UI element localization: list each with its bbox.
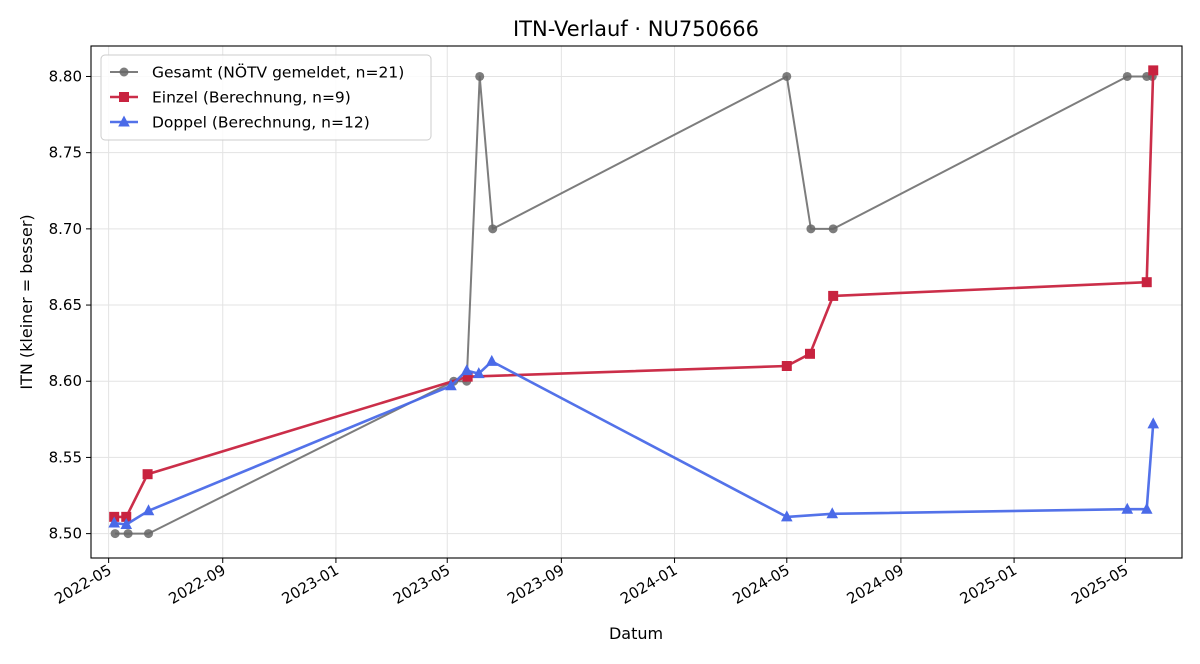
x-tick-label: 2024-05 bbox=[730, 561, 793, 608]
plot-frame bbox=[90, 45, 1183, 559]
data-point bbox=[121, 511, 132, 522]
x-tick-label: 2024-01 bbox=[617, 561, 680, 608]
data-point bbox=[828, 290, 839, 301]
x-tick-label: 2024-09 bbox=[844, 561, 907, 608]
x-axis: 2022-05 2022-09 2023-01 2023-05 2023-09 2024-… bbox=[51, 558, 1131, 608]
data-point bbox=[782, 71, 792, 81]
data-point bbox=[781, 361, 792, 371]
legend-item: Gesamt (NÖTV gemeldet, n=21) bbox=[110, 63, 404, 82]
legend-marker bbox=[118, 115, 130, 127]
y-axis: 8.50 8.55 8.60 8.65 8.70 8.75 8.80 bbox=[49, 67, 91, 543]
data-point bbox=[828, 224, 838, 234]
legend: Gesamt (NÖTV gemeldet, n=21) Einzel (Bere… bbox=[100, 54, 432, 141]
data-point bbox=[826, 507, 839, 519]
data-point bbox=[1147, 417, 1160, 429]
x-tick-label: 2025-01 bbox=[957, 561, 1020, 608]
y-tick-label: 8.50 bbox=[49, 525, 82, 543]
legend-label: Einzel (Berechnung, n=9) bbox=[152, 89, 351, 107]
data-point bbox=[120, 517, 133, 529]
data-point bbox=[460, 364, 473, 376]
data-point bbox=[780, 510, 793, 522]
data-point bbox=[462, 371, 473, 382]
x-tick-label: 2022-09 bbox=[165, 561, 228, 608]
data-point bbox=[1140, 502, 1153, 514]
legend-item: Einzel (Berechnung, n=9) bbox=[110, 89, 351, 107]
x-tick-label: 2022-05 bbox=[51, 561, 114, 608]
data-point bbox=[445, 379, 457, 391]
data-point bbox=[472, 367, 485, 379]
data-point bbox=[1121, 502, 1134, 514]
chart-title: ITN-Verlauf · NU750666 bbox=[513, 17, 759, 41]
y-tick-label: 8.65 bbox=[49, 296, 82, 314]
legend-item: Doppel (Berechnung, n=12) bbox=[110, 114, 370, 132]
grid bbox=[91, 46, 1182, 558]
data-point bbox=[804, 348, 815, 359]
x-axis-label: Datum bbox=[609, 624, 663, 643]
x-tick-label: 2025-05 bbox=[1068, 561, 1131, 608]
y-tick-label: 8.70 bbox=[49, 220, 82, 238]
y-tick-label: 8.60 bbox=[49, 372, 82, 390]
data-point bbox=[806, 224, 816, 234]
data-point bbox=[1148, 65, 1159, 76]
data-point bbox=[1141, 277, 1152, 288]
series-line bbox=[114, 360, 1155, 526]
y-tick-label: 8.75 bbox=[49, 144, 82, 162]
data-point bbox=[1122, 71, 1132, 81]
series-layer bbox=[108, 65, 1160, 539]
data-point bbox=[108, 516, 120, 528]
data-point bbox=[475, 71, 485, 81]
y-tick-label: 8.55 bbox=[49, 448, 82, 466]
data-point bbox=[488, 224, 498, 234]
series-doppel bbox=[108, 354, 1160, 529]
legend-marker bbox=[119, 92, 129, 102]
data-point bbox=[142, 504, 155, 516]
y-axis-label: ITN (kleiner = besser) bbox=[17, 214, 36, 389]
legend-marker bbox=[119, 67, 129, 77]
legend-label: Doppel (Berechnung, n=12) bbox=[152, 114, 370, 132]
data-point bbox=[142, 469, 153, 480]
x-tick-label: 2023-05 bbox=[390, 561, 453, 608]
legend-box bbox=[100, 54, 432, 141]
data-point bbox=[144, 529, 154, 539]
data-point bbox=[123, 529, 133, 539]
x-tick-label: 2023-09 bbox=[504, 561, 567, 608]
x-tick-label: 2023-01 bbox=[279, 561, 342, 608]
y-tick-label: 8.80 bbox=[49, 67, 82, 85]
legend-label: Gesamt (NÖTV gemeldet, n=21) bbox=[152, 63, 404, 82]
data-point bbox=[485, 354, 498, 366]
data-point bbox=[110, 529, 120, 539]
